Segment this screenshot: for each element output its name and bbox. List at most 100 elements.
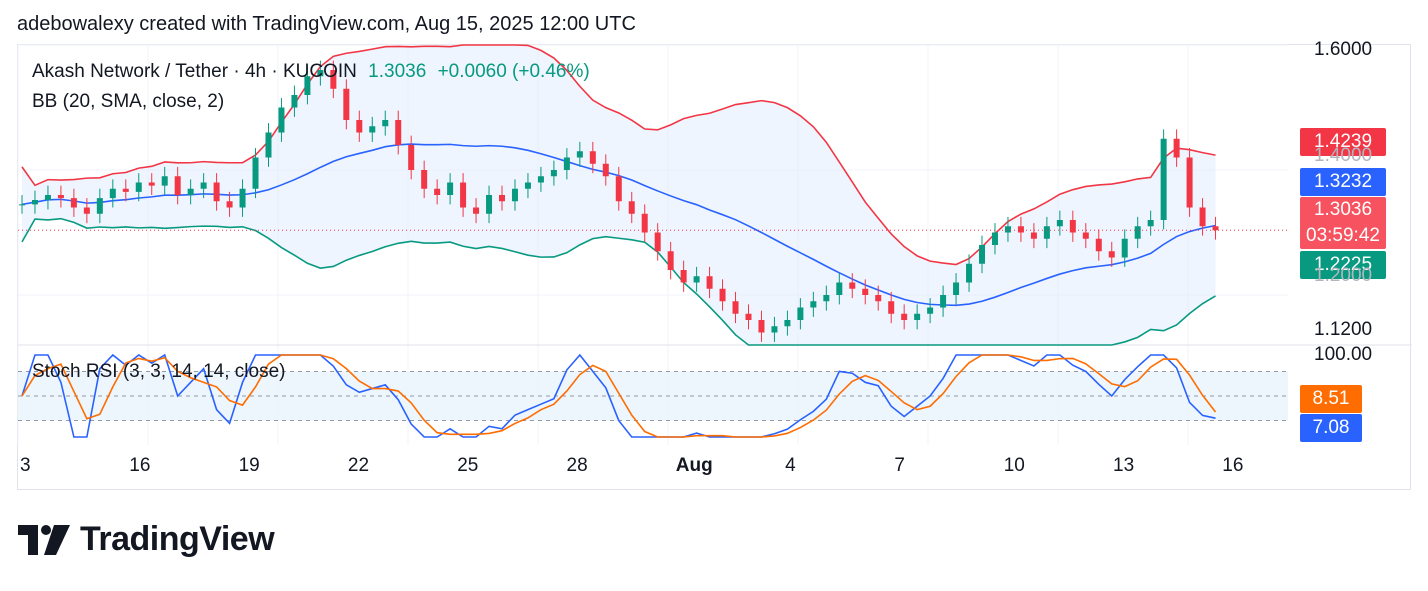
x-tick-8: 7: [894, 455, 905, 476]
y-tick-2: 1.4000: [1314, 145, 1373, 166]
candle-body: [628, 201, 635, 214]
candle-body: [511, 188, 518, 202]
candle-body: [719, 288, 726, 302]
stoch-d-line: [21, 354, 1217, 438]
candle-body: [1043, 226, 1050, 239]
candle-body: [304, 76, 311, 95]
candle-body: [693, 276, 700, 283]
candle-body: [1056, 220, 1063, 227]
candle-body: [499, 195, 506, 202]
candle-body: [862, 288, 869, 295]
x-tick-7: 4: [785, 455, 796, 476]
candle-body: [563, 157, 570, 170]
candle-body: [265, 132, 272, 158]
candle-body: [109, 188, 116, 199]
bb-upper-line: [21, 44, 1216, 266]
candle-body: [1121, 238, 1128, 258]
chart-header: adebowalexy created with TradingView.com…: [17, 13, 636, 35]
candle-body: [836, 282, 843, 295]
last-price-value: 1.3036: [1313, 199, 1373, 220]
tradingview-logo[interactable]: TradingView: [18, 520, 275, 559]
bb-middle-tag: 1.3232: [1300, 168, 1386, 196]
candle-body: [680, 270, 687, 283]
chart-canvas[interactable]: [17, 44, 1412, 491]
candle-body: [19, 204, 25, 206]
candle-body: [434, 188, 441, 195]
candle-body: [914, 313, 921, 320]
candle-body: [1030, 232, 1037, 239]
candle-body: [537, 176, 544, 183]
bb-lower-line: [21, 217, 1216, 346]
candle-body: [991, 232, 998, 245]
candle-body: [1186, 157, 1193, 208]
candle-body: [83, 207, 90, 214]
x-tick-6: Aug: [675, 455, 713, 476]
candle-body: [213, 182, 220, 202]
candle-body: [174, 176, 181, 195]
last-price-legend: 1.3036: [368, 61, 427, 82]
candle-body: [187, 188, 194, 195]
candle-body: [447, 182, 454, 195]
candle-body: [940, 295, 947, 308]
candle-body: [1017, 226, 1024, 233]
candle-body: [31, 200, 38, 205]
candle-body: [44, 195, 51, 200]
candle-body: [589, 151, 596, 164]
candle-body: [1160, 138, 1167, 220]
candle-body: [784, 320, 791, 327]
candle-body: [615, 176, 622, 202]
candle-body: [966, 263, 973, 283]
x-tick-2: 19: [238, 455, 260, 476]
candle-body: [1069, 220, 1076, 233]
candle-body: [732, 301, 739, 314]
symbol-name: Akash Network / Tether · 4h · KUCOIN: [32, 61, 357, 82]
candle-body: [252, 157, 259, 189]
candle-body: [408, 145, 415, 170]
candle-body: [317, 70, 324, 77]
candle-body: [979, 245, 986, 264]
candle-body: [291, 95, 298, 108]
candle-body: [602, 163, 609, 177]
tradingview-logo-icon: [18, 524, 70, 555]
candle-body: [771, 326, 778, 333]
candle-body: [797, 307, 804, 320]
candle-body: [550, 170, 557, 177]
candle-body: [745, 313, 752, 320]
candle-body: [524, 182, 531, 189]
x-tick-10: 13: [1113, 455, 1135, 476]
chart-frame[interactable]: Akash Network / Tether · 4h · KUCOIN 1.3…: [17, 39, 1412, 491]
candle-body: [1173, 138, 1180, 158]
candle-body: [239, 188, 246, 208]
candle-body: [641, 213, 648, 233]
price-change-legend: +0.0060 (+0.46%): [437, 61, 590, 82]
candle-body: [927, 307, 934, 314]
candle-body: [810, 301, 817, 308]
candle-body: [706, 276, 713, 289]
symbol-legend: Akash Network / Tether · 4h · KUCOIN 1.3…: [32, 61, 590, 83]
candle-body: [382, 120, 389, 127]
candle-body: [369, 126, 376, 133]
bb-upper-tag: 1.4239: [1300, 128, 1386, 156]
candle-body: [1134, 226, 1141, 239]
candle-body: [901, 313, 908, 320]
y-tick-4: 1.1200: [1314, 319, 1373, 340]
stoch-k-line: [21, 353, 1216, 438]
candle-body: [1199, 207, 1206, 227]
candle-body: [888, 301, 895, 314]
last-price-tag: 1.3036 03:59:42: [1300, 197, 1386, 249]
candle-body: [226, 201, 233, 208]
stoch-d-tag: 7.08: [1300, 414, 1362, 442]
candle-body: [953, 282, 960, 295]
candle-body: [122, 188, 129, 192]
candle-body: [460, 182, 467, 208]
candle-body: [473, 207, 480, 214]
candle-body: [57, 195, 64, 199]
candle-body: [576, 151, 583, 158]
candle-body: [654, 232, 661, 252]
candle-body: [200, 182, 207, 189]
candle-body: [823, 295, 830, 302]
candle-body: [70, 198, 77, 208]
candle-body: [148, 182, 155, 186]
candle-body: [161, 176, 168, 186]
x-tick-5: 28: [566, 455, 588, 476]
